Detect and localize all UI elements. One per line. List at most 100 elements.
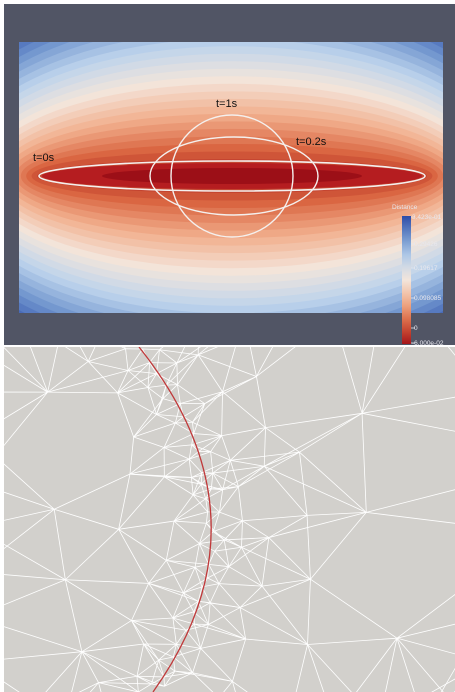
mesh-edge [191, 435, 222, 446]
mesh-edge [299, 412, 363, 453]
mesh-edge [133, 422, 176, 438]
mesh-edge [199, 543, 215, 552]
mesh-edge [241, 537, 269, 548]
mesh-edge [158, 644, 177, 661]
mesh-edge [165, 362, 178, 386]
mesh-edge [165, 560, 184, 594]
mesh-edge [192, 494, 208, 513]
mesh-edge [129, 458, 190, 475]
mesh-edge [256, 347, 296, 377]
mesh-edge [147, 384, 167, 388]
mesh-edge [232, 681, 236, 692]
mesh-edge [310, 578, 398, 639]
mesh-edge [147, 387, 164, 399]
mesh-edge [198, 354, 257, 377]
mesh-edge [98, 682, 139, 692]
mesh-edge [175, 416, 184, 424]
mesh-edge [307, 579, 311, 645]
mesh-edge [265, 412, 363, 429]
mesh-edge [191, 472, 202, 478]
mesh-edge [159, 349, 199, 356]
mesh-edge [366, 489, 455, 513]
distance-field-panel: t=0s t=1s t=0.2s Distance 3.423e-01 0.29… [4, 4, 455, 347]
mesh-panel [4, 347, 455, 692]
mesh-edge [206, 511, 220, 524]
mesh-edge [138, 683, 152, 692]
contour-t02 [149, 136, 319, 216]
mesh-edge [98, 682, 152, 685]
mesh-edge [136, 659, 159, 677]
mesh-edge [163, 676, 165, 687]
mesh-edge [4, 626, 83, 653]
mesh-edge [192, 391, 223, 423]
triangle-mesh [4, 347, 455, 692]
mesh-edge [47, 391, 118, 394]
mesh-edge [188, 444, 193, 460]
mesh-edge [163, 422, 176, 448]
mesh-edge [172, 617, 187, 631]
mesh-edge [117, 370, 129, 394]
mesh-edge [165, 354, 199, 386]
mesh-edge [183, 592, 199, 602]
mesh-edge [166, 559, 209, 565]
mesh-edge [242, 515, 308, 522]
mesh-edge [197, 354, 223, 392]
mesh-edge [177, 354, 199, 385]
mesh-edge [222, 460, 231, 490]
mesh-edge [47, 370, 129, 393]
mesh-edge [117, 392, 135, 438]
mesh-edge [136, 676, 139, 692]
mesh-edge [118, 473, 131, 530]
mesh-edge [208, 551, 216, 565]
mesh-edge [223, 520, 243, 541]
mesh-edge [47, 347, 58, 393]
mesh-edge [396, 637, 444, 692]
mesh-edge [188, 459, 192, 478]
mesh-edge [89, 682, 99, 692]
mesh-edge [242, 520, 270, 538]
mesh-edge [241, 546, 311, 580]
mesh-edge [164, 476, 202, 485]
mesh-edge [148, 566, 196, 584]
mesh-edge [148, 582, 184, 594]
mesh-edge [54, 508, 119, 530]
mesh-edge [128, 370, 157, 375]
mesh-edge [207, 566, 230, 579]
mesh-edge [4, 364, 48, 393]
mesh-edge [264, 412, 363, 467]
mesh-edge [118, 476, 165, 530]
mesh-edge [361, 396, 455, 414]
mesh-edge [205, 511, 209, 524]
mesh-edge [182, 567, 196, 594]
mesh-edge [4, 347, 48, 393]
mesh-edge [156, 414, 184, 418]
mesh-edge [148, 582, 199, 602]
mesh-edge [256, 376, 266, 428]
mesh-edge [212, 465, 265, 474]
mesh-edge [164, 444, 192, 448]
mesh-edge [149, 362, 157, 374]
mesh-edge [172, 617, 195, 625]
mesh-edge [261, 585, 308, 645]
mesh-edge [88, 348, 126, 362]
mesh-edge [209, 583, 220, 603]
mesh-edge [142, 348, 160, 351]
mesh-edge [208, 624, 246, 640]
mesh-edge [200, 624, 209, 649]
mesh-edge [45, 651, 83, 692]
mesh-edge [210, 435, 222, 452]
contour-t1 [170, 114, 294, 238]
mesh-edge [158, 659, 176, 672]
mesh-edge [87, 347, 96, 362]
mesh-edge [129, 447, 165, 475]
mesh-edge [164, 672, 193, 687]
mesh-edge [262, 578, 311, 587]
mesh-edge [131, 620, 177, 645]
mesh-edge [224, 537, 269, 541]
mesh-edge [143, 643, 160, 661]
mesh-edge [201, 459, 231, 474]
mesh-edge [307, 644, 325, 692]
mesh-edge [173, 520, 200, 544]
mesh-edge [156, 403, 181, 415]
